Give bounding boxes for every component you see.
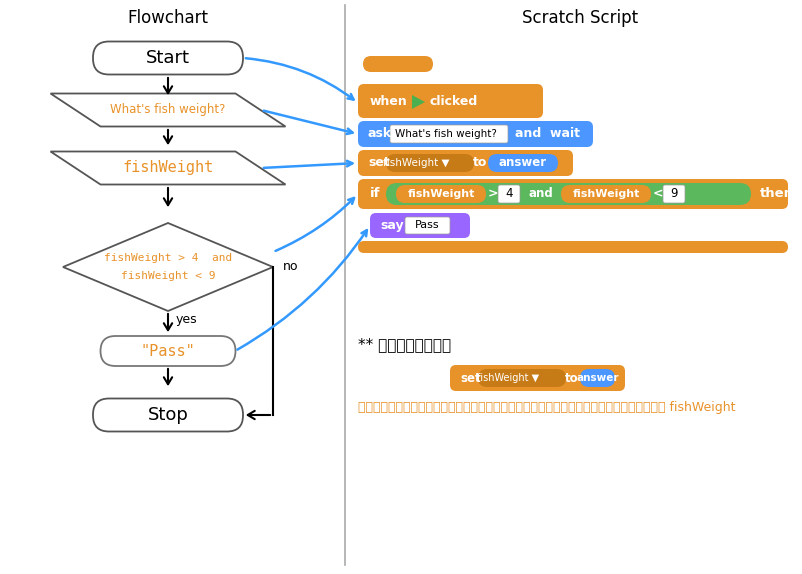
Text: Scratch Script: Scratch Script: [521, 9, 638, 27]
FancyBboxPatch shape: [449, 365, 624, 391]
FancyBboxPatch shape: [358, 121, 592, 147]
Text: Stop: Stop: [148, 406, 188, 424]
Text: clicked: clicked: [429, 95, 478, 108]
Text: to: to: [472, 157, 487, 169]
FancyBboxPatch shape: [395, 185, 485, 203]
Text: Start: Start: [146, 49, 190, 67]
FancyBboxPatch shape: [93, 41, 243, 75]
Text: fishWeight: fishWeight: [407, 189, 474, 199]
Text: <: <: [652, 188, 662, 200]
Text: ask: ask: [367, 127, 391, 141]
Text: then: then: [759, 188, 793, 200]
Text: fishWeight: fishWeight: [122, 161, 213, 176]
Polygon shape: [411, 95, 424, 109]
Text: fishWeight ▼: fishWeight ▼: [383, 158, 448, 168]
Text: What's fish weight?: What's fish weight?: [110, 103, 225, 117]
Text: to: to: [565, 371, 578, 385]
Text: and: and: [528, 188, 553, 200]
FancyBboxPatch shape: [358, 150, 573, 176]
FancyBboxPatch shape: [358, 241, 787, 253]
Text: fishWeight: fishWeight: [572, 189, 639, 199]
FancyBboxPatch shape: [561, 185, 650, 203]
FancyBboxPatch shape: [358, 84, 542, 118]
FancyBboxPatch shape: [662, 185, 684, 203]
Text: "Pass": "Pass": [140, 343, 195, 359]
Text: yes: yes: [176, 312, 197, 325]
Text: 4: 4: [504, 188, 512, 200]
FancyBboxPatch shape: [386, 154, 473, 172]
FancyBboxPatch shape: [363, 56, 432, 72]
FancyBboxPatch shape: [404, 217, 449, 234]
FancyBboxPatch shape: [579, 369, 614, 387]
Text: >: >: [487, 188, 497, 200]
FancyBboxPatch shape: [488, 154, 557, 172]
FancyBboxPatch shape: [386, 183, 750, 205]
Text: and  wait: and wait: [514, 127, 579, 141]
Text: set: set: [460, 371, 480, 385]
Text: fishWeight < 9: fishWeight < 9: [120, 271, 215, 281]
Text: if: if: [370, 188, 380, 200]
Polygon shape: [51, 94, 286, 126]
Polygon shape: [63, 223, 273, 311]
FancyBboxPatch shape: [370, 213, 469, 238]
Text: คือการกำหนดค่าน้ำหนักที่รับมาให้กับตัวแปร fishWeight: คือการกำหนดค่าน้ำหนักที่รับมาให้กับตัวแป…: [358, 401, 735, 414]
Text: no: no: [283, 261, 298, 273]
Text: ** หมายเหตุ: ** หมายเหตุ: [358, 338, 451, 352]
Text: fishWeight ▼: fishWeight ▼: [476, 373, 538, 383]
Text: 9: 9: [670, 188, 677, 200]
FancyBboxPatch shape: [358, 179, 787, 209]
Text: answer: answer: [498, 157, 546, 169]
Text: Pass: Pass: [414, 220, 439, 231]
FancyBboxPatch shape: [497, 185, 520, 203]
FancyBboxPatch shape: [100, 336, 235, 366]
Text: Flowchart: Flowchart: [128, 9, 209, 27]
Text: answer: answer: [576, 373, 618, 383]
Text: fishWeight > 4  and: fishWeight > 4 and: [103, 253, 232, 263]
Text: when: when: [370, 95, 407, 108]
FancyBboxPatch shape: [93, 398, 243, 432]
FancyBboxPatch shape: [390, 125, 508, 143]
Text: What's fish weight?: What's fish weight?: [395, 129, 496, 139]
Text: set: set: [367, 157, 389, 169]
FancyBboxPatch shape: [477, 369, 565, 387]
Polygon shape: [51, 152, 286, 184]
Text: say: say: [379, 219, 403, 232]
